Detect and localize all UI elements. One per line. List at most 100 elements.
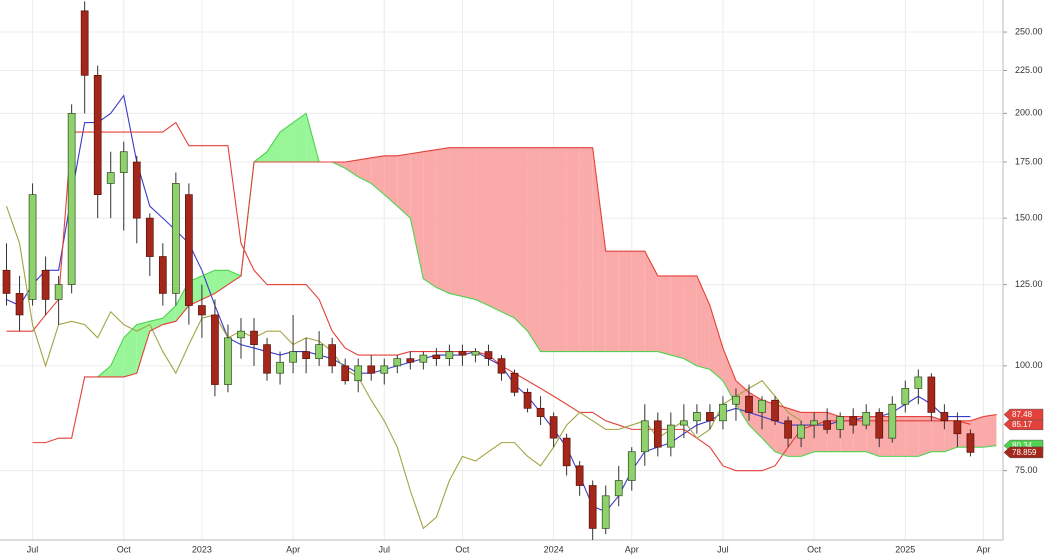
price-badge: [1003, 418, 1044, 431]
cloud-segment: [605, 251, 619, 352]
cloud-segment: [709, 305, 723, 381]
cloud-segment: [592, 147, 606, 352]
cloud-segment: [136, 321, 150, 374]
cloud-segment: [410, 151, 424, 279]
cloud-segment: [358, 157, 372, 184]
cloud-segment: [423, 149, 437, 288]
cloud-segment: [162, 305, 176, 325]
candle-body: [601, 495, 610, 529]
candle-body: [862, 412, 871, 426]
candle-body: [575, 465, 584, 486]
cloud-segment: [371, 155, 385, 195]
candle-body: [406, 358, 415, 363]
cloud-segment: [475, 147, 489, 306]
y-tick-label: 225.00: [1015, 65, 1043, 75]
candle-body: [315, 344, 323, 359]
y-tick-label: 250.00: [1015, 26, 1043, 36]
cloud-segment: [436, 147, 450, 294]
candle-body: [41, 269, 50, 300]
candle-body: [680, 420, 688, 426]
candle-body: [810, 420, 818, 426]
candle-body: [693, 412, 701, 422]
cloud-segment: [267, 132, 281, 162]
cloud-segment: [983, 414, 997, 448]
cloud-segment: [631, 251, 645, 352]
candle-body: [106, 172, 115, 184]
candle-body: [119, 151, 128, 173]
candle-body: [549, 416, 558, 439]
price-badge-label: 85.17: [1012, 420, 1033, 429]
cloud-segment: [280, 122, 294, 162]
candle-body: [771, 399, 779, 422]
candle-body: [172, 183, 180, 294]
candle-body: [497, 358, 506, 374]
candle-body: [289, 351, 297, 363]
candle-body: [588, 485, 597, 529]
cloud-segment: [931, 416, 945, 452]
candle-body: [67, 113, 76, 285]
candle-body: [341, 365, 350, 382]
candle-body: [914, 376, 923, 389]
candle-body: [471, 351, 480, 356]
x-tick-label: Apr: [286, 544, 300, 554]
candle-body: [354, 365, 363, 382]
candle-body: [849, 416, 858, 426]
cloud-segment: [579, 147, 593, 352]
candle-body: [54, 284, 63, 300]
cloud-segment: [488, 147, 502, 312]
candle-body: [250, 330, 258, 345]
candle-body: [393, 358, 402, 367]
candle-body: [158, 256, 167, 294]
candle-body: [510, 372, 519, 393]
cloud-segment: [657, 275, 671, 356]
candle-body: [797, 424, 805, 439]
cloud-segment: [527, 147, 541, 352]
candle-body: [211, 314, 219, 385]
x-tick-label: Jul: [379, 544, 391, 554]
x-tick-label: 2024: [544, 544, 564, 554]
candle-body: [80, 10, 89, 76]
price-badge-label: 78.859: [1012, 448, 1037, 457]
candle-body: [719, 403, 727, 422]
y-tick-label: 175.00: [1015, 156, 1043, 166]
cloud-segment: [214, 270, 228, 294]
cloud-segment: [553, 147, 567, 352]
x-tick-label: Oct: [117, 544, 132, 554]
cloud-segment: [501, 147, 515, 319]
candle-body: [706, 412, 714, 422]
x-tick-label: Oct: [807, 544, 822, 554]
cloud-segment: [384, 155, 398, 207]
candle-body: [732, 395, 740, 405]
candle-body: [614, 480, 623, 497]
candle-body: [666, 424, 675, 448]
cloud-segment: [227, 270, 241, 285]
cloud-segment: [293, 113, 307, 162]
x-tick-label: Apr: [976, 544, 990, 554]
candle-body: [927, 376, 936, 413]
candle-body: [419, 354, 428, 363]
x-tick-label: Apr: [625, 544, 639, 554]
candle-body: [237, 330, 245, 339]
cloud-segment: [149, 318, 163, 332]
price-badge: [1003, 408, 1044, 421]
cloud-segment: [397, 153, 411, 219]
price-badge: [1003, 446, 1044, 459]
cloud-segment: [918, 416, 932, 457]
cloud-segment: [345, 159, 359, 177]
candle-body: [627, 451, 636, 481]
cloud-segment: [788, 408, 802, 457]
indicator-line: [32, 147, 997, 444]
candle-body: [888, 403, 897, 439]
cloud-segment: [905, 416, 919, 457]
candle-body: [653, 420, 662, 448]
candle-body: [484, 351, 493, 359]
candle-body: [302, 351, 310, 359]
candle-body: [2, 269, 11, 294]
candle-body: [93, 74, 102, 195]
candle-body: [745, 395, 753, 413]
candle-body: [132, 161, 141, 219]
x-tick-label: Oct: [455, 544, 470, 554]
candle-body: [198, 305, 206, 316]
